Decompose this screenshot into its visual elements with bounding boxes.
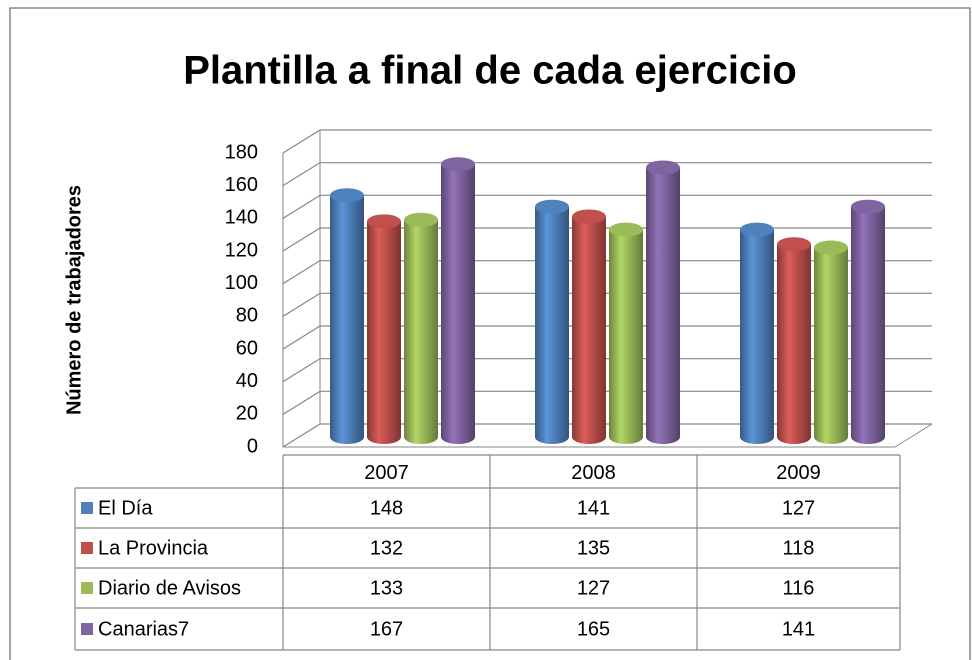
bar-top bbox=[814, 240, 848, 255]
bar-top bbox=[535, 199, 569, 214]
grid-line bbox=[282, 423, 932, 448]
bar bbox=[777, 244, 811, 444]
y-tick-label: 160 bbox=[225, 174, 258, 196]
y-tick-label: 40 bbox=[236, 370, 258, 392]
bar bbox=[572, 216, 606, 444]
y-tick-label: 120 bbox=[225, 239, 258, 261]
bar bbox=[814, 247, 848, 444]
bar bbox=[646, 167, 680, 444]
bar bbox=[740, 229, 774, 444]
legend-key bbox=[81, 623, 93, 635]
table-value: 116 bbox=[783, 577, 815, 599]
bar-top bbox=[330, 188, 364, 203]
bar-top bbox=[851, 199, 885, 214]
legend-key bbox=[81, 502, 93, 514]
grid-line bbox=[282, 325, 932, 350]
grid-line bbox=[282, 292, 932, 317]
legend-key bbox=[81, 542, 93, 554]
y-tick-label: 20 bbox=[236, 403, 258, 425]
grid-line bbox=[282, 227, 932, 252]
bar bbox=[330, 195, 364, 444]
bar-top bbox=[404, 212, 438, 227]
y-tick-label: 140 bbox=[225, 207, 258, 229]
bar-top bbox=[740, 222, 774, 237]
grid-line bbox=[282, 260, 932, 285]
grid-line bbox=[282, 390, 932, 415]
bar bbox=[404, 219, 438, 444]
table-value: 118 bbox=[783, 537, 815, 559]
bar bbox=[441, 164, 475, 444]
table-value: 165 bbox=[577, 618, 610, 640]
y-tick-label: 0 bbox=[247, 435, 258, 457]
bar-top bbox=[367, 214, 401, 229]
chart-title: Plantilla a final de cada ejercicio bbox=[183, 49, 797, 93]
bar bbox=[535, 206, 569, 444]
bar bbox=[609, 229, 643, 444]
y-axis-label: Número de trabajadores bbox=[63, 185, 85, 415]
grid-line bbox=[282, 358, 932, 383]
y-tick-label: 180 bbox=[225, 141, 258, 163]
table-value: 127 bbox=[577, 577, 610, 599]
table-value: 135 bbox=[577, 537, 610, 559]
bar-top bbox=[572, 209, 606, 224]
legend-label: Diario de Avisos bbox=[98, 577, 241, 599]
table-header: 2009 bbox=[776, 462, 821, 484]
grid-line bbox=[282, 194, 932, 219]
legend-label: El Día bbox=[98, 497, 153, 519]
table-header: 2008 bbox=[571, 462, 616, 484]
grid-line bbox=[282, 129, 932, 154]
table-value: 167 bbox=[370, 618, 403, 640]
table-value: 141 bbox=[782, 618, 815, 640]
table-value: 127 bbox=[782, 497, 815, 519]
legend-key bbox=[81, 582, 93, 594]
bar bbox=[851, 206, 885, 444]
table-value: 148 bbox=[370, 497, 403, 519]
table-value: 132 bbox=[370, 537, 403, 559]
grid-line bbox=[282, 162, 932, 187]
bar-top bbox=[609, 222, 643, 237]
table-value: 133 bbox=[370, 577, 403, 599]
bar bbox=[367, 221, 401, 444]
y-tick-label: 60 bbox=[236, 337, 258, 359]
legend-label: Canarias7 bbox=[98, 618, 189, 640]
table-header: 2007 bbox=[364, 462, 409, 484]
y-tick-label: 100 bbox=[225, 272, 258, 294]
table-value: 141 bbox=[577, 497, 610, 519]
y-tick-label: 80 bbox=[236, 305, 258, 327]
bar-top bbox=[646, 160, 680, 175]
bar-top bbox=[441, 157, 475, 172]
bar-top bbox=[777, 237, 811, 252]
legend-label: La Provincia bbox=[98, 537, 209, 559]
floor-edge bbox=[894, 423, 933, 448]
